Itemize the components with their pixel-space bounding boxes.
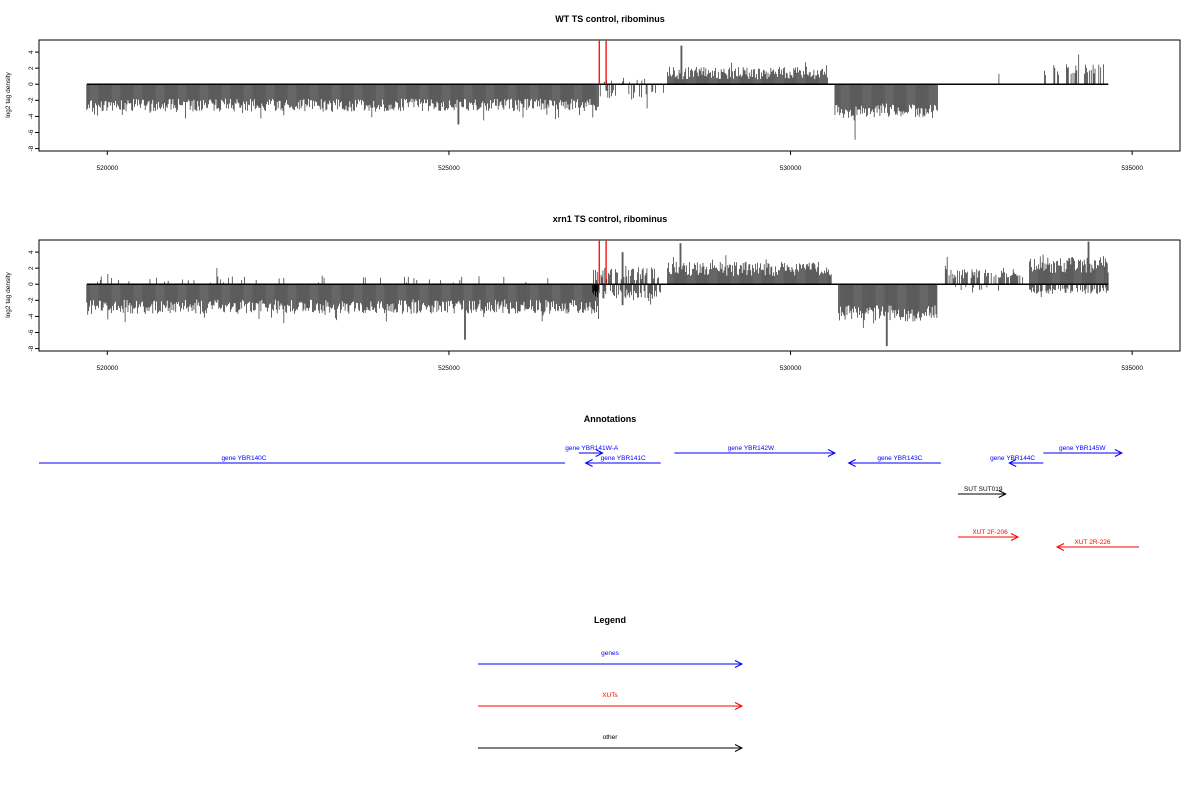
feature-label: SUT SUT019 — [964, 486, 1003, 493]
arrowhead — [1010, 533, 1020, 541]
y-tick-label: -2 — [28, 97, 35, 103]
arrowhead — [998, 490, 1007, 498]
annotation-feature: gene YBR143C — [847, 455, 941, 467]
legend: Legend genes XUTs other — [478, 615, 744, 752]
y-tick-label: -8 — [28, 345, 35, 351]
feature-label: XUT 2R-226 — [1075, 539, 1111, 546]
y-tick-label: -4 — [28, 313, 35, 319]
y-axis-label: log2 tag density — [5, 71, 12, 117]
y-tick-label: 0 — [28, 282, 35, 286]
y-tick-label: 0 — [28, 82, 35, 86]
plot-frame — [38, 239, 1181, 352]
y-tick-label: 2 — [28, 266, 35, 270]
legend-entry: XUTs — [478, 692, 744, 710]
arrowhead — [734, 744, 744, 752]
feature-label: gene YBR140C — [221, 455, 266, 462]
density-bars — [86, 240, 1109, 347]
y-tick-label: -8 — [28, 145, 35, 151]
arrowhead — [595, 449, 604, 457]
y-tick-label: -6 — [28, 129, 35, 135]
x-tick-label: 525000 — [438, 165, 460, 172]
x-tick-label: 520000 — [96, 365, 118, 372]
legend-entries: genes XUTs other — [478, 650, 744, 752]
annotation-feature: gene YBR141C — [584, 455, 661, 467]
annotation-feature: gene YBR142W — [674, 445, 837, 457]
arrowhead — [847, 459, 856, 467]
annotation-feature: gene YBR145W — [1043, 445, 1124, 457]
x-tick-label: 535000 — [1121, 365, 1143, 372]
y-tick-label: 4 — [28, 250, 35, 254]
arrowhead — [1114, 449, 1124, 457]
feature-label: gene YBR141C — [601, 455, 646, 462]
axes: 4 2 0 -2 -4 -6 -8 520000 525000 530000 535000 — [28, 250, 1143, 372]
plot-frame — [38, 39, 1181, 152]
axes: 4 2 0 -2 -4 -6 -8 520000 525000 530000 535000 — [28, 50, 1143, 172]
annotation-feature: gene YBR144C — [990, 455, 1044, 467]
legend-label: XUTs — [602, 692, 618, 699]
legend-title: Legend — [594, 615, 626, 625]
annotation-feature: SUT SUT019 — [957, 486, 1007, 498]
wt-density-panel: WT TS control, ribominus log2 tag densit… — [5, 14, 1181, 172]
y-axis-label: log2 tag density — [5, 271, 12, 317]
panel-title: xrn1 TS control, ribominus — [553, 214, 668, 224]
x-tick-label: 525000 — [438, 365, 460, 372]
arrowhead — [584, 459, 593, 467]
feature-label: XUT 2F-206 — [972, 529, 1008, 536]
annotation-feature: XUT 2F-206 — [957, 529, 1020, 541]
legend-entry: other — [478, 734, 744, 752]
y-tick-label: 4 — [28, 50, 35, 54]
feature-label: gene YBR143C — [877, 455, 922, 462]
feature-label: gene YBR142W — [728, 445, 775, 452]
annotation-feature: XUT 2R-226 — [1055, 539, 1140, 551]
arrowhead — [1055, 543, 1065, 551]
arrowhead — [734, 660, 744, 668]
x-tick-label: 530000 — [780, 365, 802, 372]
feature-label: gene YBR141W-A — [565, 445, 619, 452]
annotation-features: gene YBR140C gene YBR141W-A gene YBR141C ge… — [39, 445, 1140, 551]
y-tick-label: -2 — [28, 297, 35, 303]
annotations-title: Annotations — [584, 414, 637, 424]
density-bars — [86, 40, 1109, 140]
arrowhead — [1008, 459, 1017, 467]
legend-label: other — [603, 734, 619, 741]
x-tick-label: 520000 — [96, 165, 118, 172]
arrowhead — [827, 449, 837, 457]
feature-label: gene YBR145W — [1059, 445, 1106, 452]
panel-title: WT TS control, ribominus — [555, 14, 665, 24]
xrn1-density-panel: xrn1 TS control, ribominus log2 tag dens… — [5, 214, 1181, 372]
y-tick-label: 2 — [28, 66, 35, 70]
x-tick-label: 535000 — [1121, 165, 1143, 172]
y-tick-label: -4 — [28, 113, 35, 119]
annotation-feature: gene YBR140C — [39, 455, 566, 464]
arrowhead — [734, 702, 744, 710]
y-tick-label: -6 — [28, 329, 35, 335]
legend-label: genes — [601, 650, 619, 657]
annotation-feature: gene YBR141W-A — [565, 445, 619, 457]
feature-label: gene YBR144C — [990, 455, 1035, 462]
legend-entry: genes — [478, 650, 744, 668]
x-tick-label: 530000 — [780, 165, 802, 172]
